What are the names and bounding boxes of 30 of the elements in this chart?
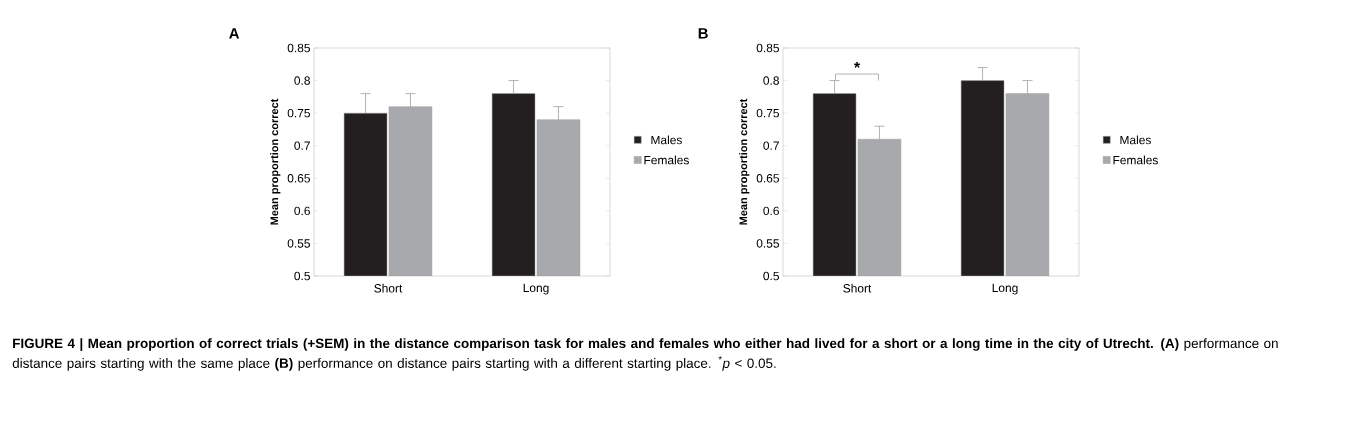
x-tick-label: Long — [523, 283, 549, 295]
y-tick-label: 0.8 — [763, 76, 779, 85]
x-tick-label: Short — [843, 283, 872, 293]
y-tick-label: 0.7 — [294, 141, 310, 150]
y-axis-title: Mean proportion correct — [739, 98, 750, 225]
y-tick-label: 0.85 — [287, 43, 310, 53]
y-axis-title: Mean proportion correct — [270, 98, 281, 225]
legend-label: Females — [1113, 155, 1158, 165]
y-tick-label: 0.65 — [756, 174, 779, 183]
legend-label: Females — [644, 155, 689, 165]
y-tick-label: 0.6 — [294, 206, 310, 216]
annotation: * — [853, 61, 861, 68]
y-tick-label: 0.75 — [756, 108, 779, 118]
legend-label: Males — [651, 135, 682, 145]
chart-title: B — [698, 28, 708, 39]
chart-title: A — [229, 28, 240, 39]
y-tick-label: 0.5 — [294, 271, 310, 281]
y-tick-label: 0.5 — [763, 271, 779, 281]
y-tick-label: 0.75 — [287, 108, 310, 118]
y-tick-label: 0.55 — [756, 239, 779, 248]
legend-label: Males — [1120, 135, 1151, 145]
y-tick-label: 0.55 — [287, 239, 310, 248]
y-tick-label: 0.8 — [294, 76, 310, 85]
y-tick-label: 0.65 — [287, 174, 310, 183]
y-tick-label: 0.85 — [756, 43, 779, 53]
y-tick-label: 0.7 — [763, 141, 779, 150]
y-tick-label: 0.6 — [763, 206, 779, 216]
text: FIGURE 4 | Mean proportion of correct trials (+SEM) in the distance comparison task for males and females who either had lived for a short or a long time in the city of Utrecht. (A) performance on distance pairs starting with the same place (B) performance on distance pairs starting with a different starting place. $^{*}$p < 0.05. — [12, 338, 1278, 371]
x-tick-label: Short — [374, 283, 403, 293]
x-tick-label: Long — [992, 283, 1018, 295]
